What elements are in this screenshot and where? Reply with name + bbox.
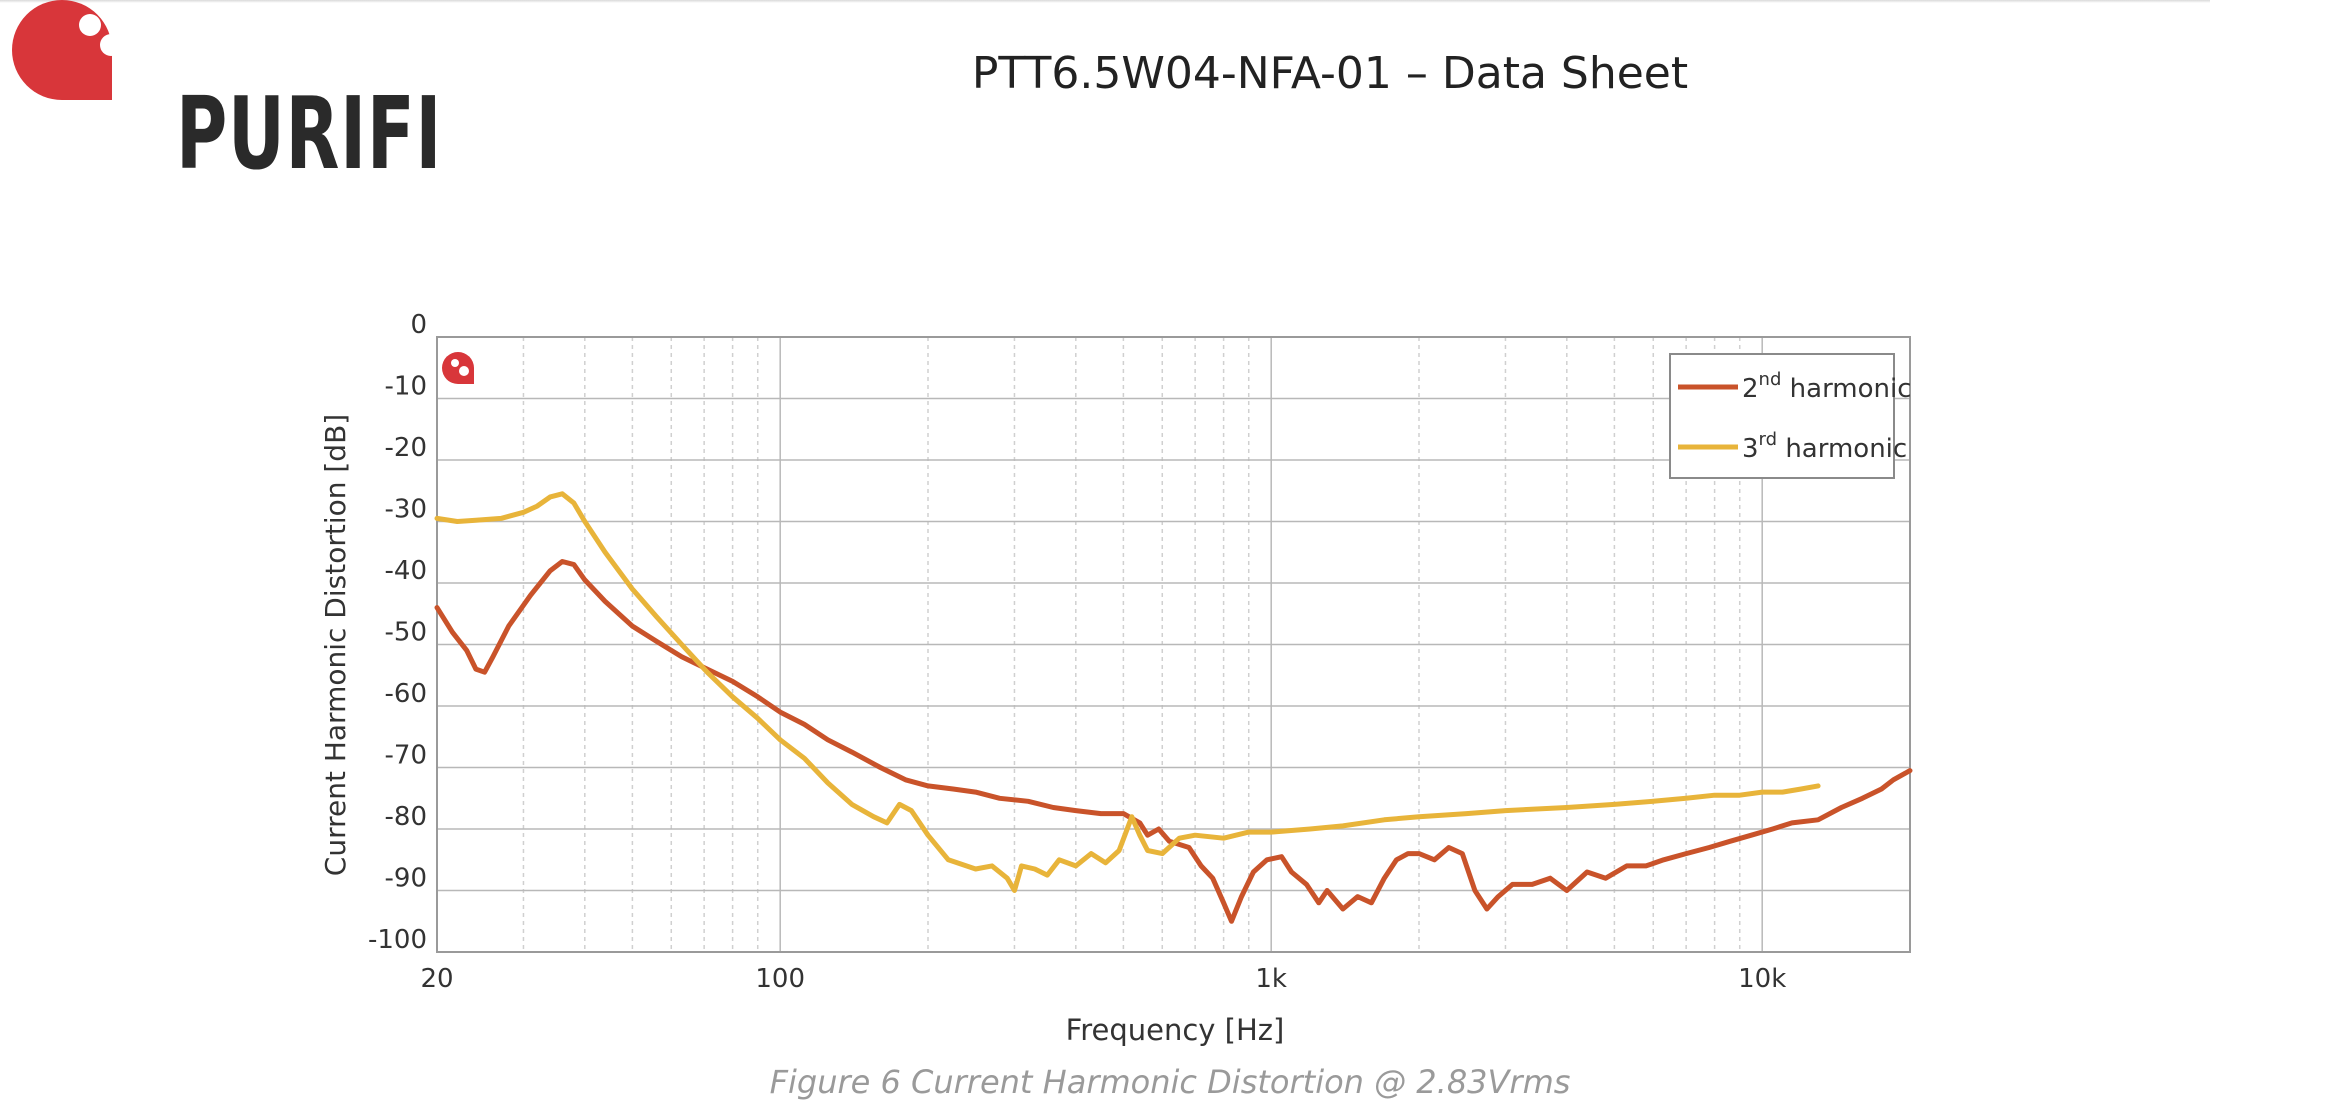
series-line-2 (434, 491, 1821, 893)
y-tick-label: -100 (368, 925, 427, 955)
legend: 2nd harmonic 3rd harmonic (1669, 353, 1912, 479)
y-tick-label: 0 (410, 310, 427, 340)
y-tick-label: -70 (385, 741, 427, 771)
plot-frame (436, 336, 1911, 953)
y-tick-label: -40 (385, 556, 427, 586)
legend-box (1669, 353, 1895, 479)
figure-caption: Figure 6 Current Harmonic Distortion @ 2… (769, 1063, 1571, 1101)
y-tick-label: -50 (385, 618, 427, 648)
x-tick-label: 20 (420, 964, 453, 994)
x-tick-label: 1k (1255, 964, 1287, 994)
x-axis-label: Frequency [Hz] (1066, 1013, 1285, 1047)
y-tick-label: -20 (385, 433, 427, 463)
page-title: PTT6.5W04-NFA-01 – Data Sheet (971, 48, 1689, 99)
y-tick-label: -90 (385, 864, 427, 894)
x-tick-label: 10k (1738, 964, 1786, 994)
legend-entry: 2nd harmonic (1742, 369, 1912, 404)
y-tick-label: -30 (385, 495, 427, 525)
logo-mark-icon (12, 0, 146, 100)
y-tick-label: -60 (385, 679, 427, 709)
legend-entry: 3rd harmonic (1742, 429, 1907, 464)
top-shadow (0, 0, 2210, 3)
y-axis-label: Current Harmonic Distortion [dB] (319, 414, 352, 876)
y-tick-label: -10 (385, 372, 427, 402)
series-line-1 (434, 559, 1913, 924)
y-tick-labels: 0 -10 -20 -30 -40 -50 -60 -70 -80 -90 -100 (368, 310, 427, 955)
brand-logo (12, 0, 146, 100)
brand-name: PURIFI (176, 75, 443, 192)
chart-watermark-icon (442, 352, 474, 384)
harmonic-distortion-chart: 0 -10 -20 -30 -40 -50 -60 -70 -80 -90 -100 20 100 1k… (319, 310, 1913, 1047)
x-tick-label: 100 (755, 964, 805, 994)
series-lines (434, 491, 1913, 924)
y-tick-label: -80 (385, 802, 427, 832)
x-tick-labels: 20 100 1k 10k (420, 964, 1786, 994)
